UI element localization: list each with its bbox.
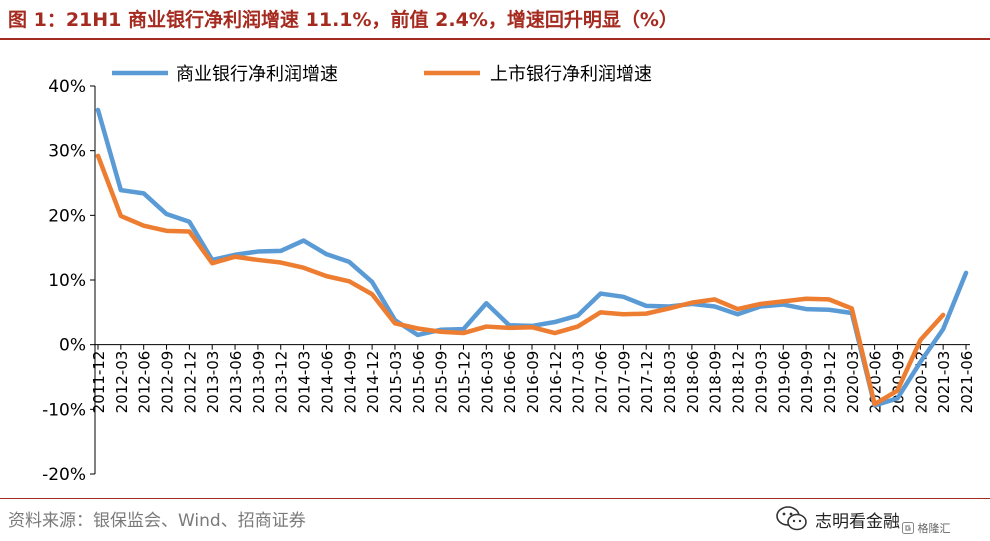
y-axis: -20% -10% 0% 10% 20% 30% 40% [42, 77, 96, 485]
x-tick-label: 2012-03 [113, 351, 131, 414]
x-tick-label: 2018-06 [684, 351, 702, 414]
x-tick-label: 2021-03 [935, 351, 953, 414]
series-line-2 [95, 153, 946, 407]
x-tick-label: 2013-09 [250, 351, 268, 414]
x-tick-label: 2019-09 [798, 351, 816, 414]
x-tick-label: 2015-12 [455, 351, 473, 414]
x-tick-label: 2013-03 [204, 351, 222, 414]
x-tick-label: 2019-06 [775, 351, 793, 414]
line-chart: 商业银行净利润增速 上市银行净利润增速 -20% -10% 0% 10% 20% 30% 40… [42, 64, 976, 485]
x-tick-label: 2016-09 [524, 351, 542, 414]
x-tick-label: 2014-06 [318, 351, 336, 414]
x-tick-label: 2012-06 [136, 351, 154, 414]
x-tick-label: 2012-12 [181, 351, 199, 414]
legend: 商业银行净利润增速 上市银行净利润增速 [112, 64, 652, 85]
x-tick-label: 2013-06 [227, 351, 245, 414]
x-tick-label: 2013-12 [273, 351, 291, 414]
x-tick-label: 2016-03 [478, 351, 496, 414]
x-tick-label: 2018-03 [661, 351, 679, 414]
watermark-text: 志明看金融 [815, 511, 900, 532]
y-tick-label: 30% [48, 142, 86, 162]
x-tick-label: 2017-06 [593, 351, 611, 414]
x-tick-label: 2014-12 [364, 351, 382, 414]
x-tick-label: 2016-06 [501, 351, 519, 414]
source-note: 资料来源：银保监会、Wind、招商证券 [8, 511, 306, 531]
series-layer [95, 107, 969, 408]
x-tick-label: 2017-12 [638, 351, 656, 414]
x-tick-label: 2019-03 [752, 351, 770, 414]
y-tick-label: 10% [48, 271, 86, 291]
x-tick-label: 2015-06 [410, 351, 428, 414]
x-tick-label: 2019-12 [821, 351, 839, 414]
y-tick-label: -10% [42, 400, 86, 420]
x-tick-label: 2014-03 [296, 351, 314, 414]
x-tick-label: 2017-03 [570, 351, 588, 414]
x-tick-label: 2021-06 [958, 351, 976, 414]
x-tick-label: 2020-09 [889, 351, 907, 414]
chart-title: 图 1：21H1 商业银行净利润增速 11.1%，前值 2.4%，增速回升明显（… [8, 9, 678, 31]
x-tick-label: 2018-09 [707, 351, 725, 414]
x-tick-label: 2015-09 [433, 351, 451, 414]
x-tick-label: 2011-12 [90, 351, 108, 414]
title-divider [0, 38, 990, 40]
legend-label-1: 商业银行净利润增速 [176, 64, 338, 85]
footer-divider [0, 498, 990, 499]
y-tick-label: -20% [42, 465, 86, 485]
x-axis: 2011-12 2012-03 2012-06 2012-09 2012-12 2013-… [90, 344, 976, 414]
y-tick-label: 40% [48, 77, 86, 97]
watermark: 志明看金融 [775, 498, 900, 540]
legend-label-2: 上市银行净利润增速 [490, 64, 652, 85]
gelonghui-logo [902, 522, 914, 534]
x-tick-label: 2016-12 [547, 351, 565, 414]
wechat-icon [776, 506, 807, 531]
x-tick-label: 2020-03 [844, 351, 862, 414]
x-tick-label: 2012-09 [159, 351, 177, 414]
y-tick-label: 20% [48, 206, 86, 226]
x-tick-label: 2014-09 [341, 351, 359, 414]
x-tick-label: 2018-12 [730, 351, 748, 414]
x-tick-label: 2015-03 [387, 351, 405, 414]
x-tick-label: 2017-09 [615, 351, 633, 414]
y-tick-label: 0% [59, 336, 86, 356]
badge-text: 格隆汇 [917, 522, 951, 535]
gelonghui-badge: 格隆汇 [902, 520, 951, 536]
